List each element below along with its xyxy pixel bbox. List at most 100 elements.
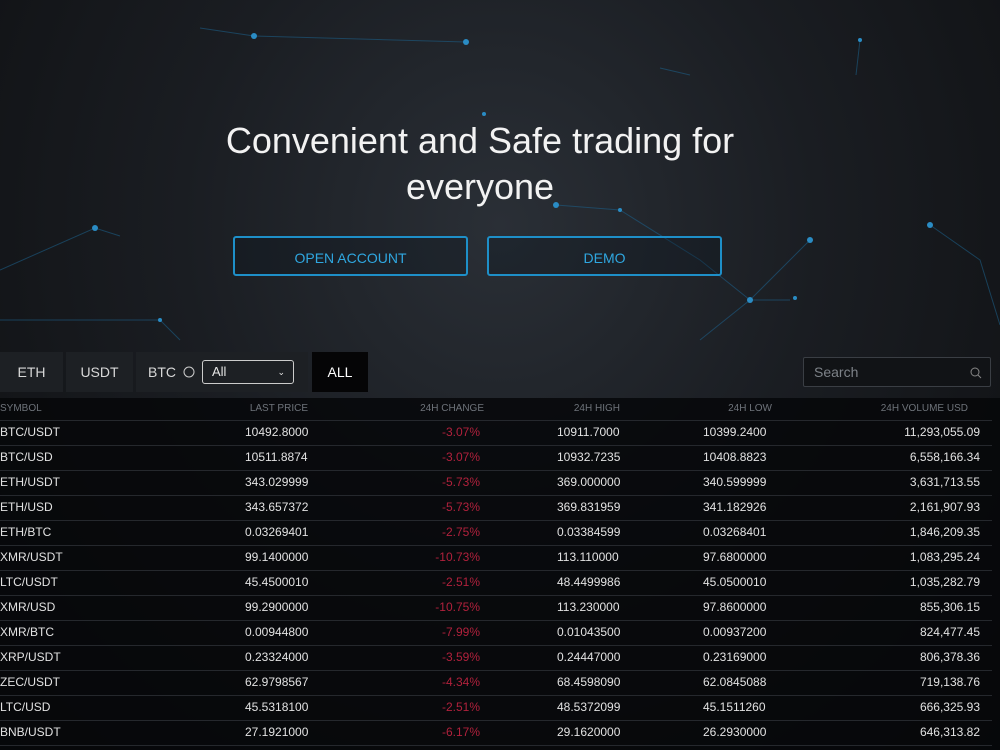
column-header[interactable]: LAST PRICE — [249, 403, 308, 414]
open-account-button[interactable]: OPEN ACCOUNT — [233, 236, 468, 276]
table-cell: 824,477.45 — [919, 625, 980, 639]
table-cell: 855,306.15 — [919, 600, 980, 614]
table-cell: 62.9798567 — [245, 675, 309, 689]
table-row[interactable]: ETH/USDT 343.029999 -5.73% 369.000000 340.59… — [0, 470, 992, 496]
table-cell: ZEC/USDT — [0, 675, 60, 689]
column-header[interactable]: 24H LOW — [728, 403, 772, 414]
table-cell: 99.2900000 — [245, 600, 309, 614]
table-row[interactable]: XMR/USDT 99.1400000 -10.73% 113.110000 97.68… — [0, 545, 992, 571]
table-cell: 0.23324000 — [245, 650, 309, 664]
table-cell: -3.07% — [441, 425, 480, 439]
table-cell: XMR/BTC — [0, 625, 54, 639]
table-cell: 0.03269401 — [245, 525, 309, 539]
table-row[interactable]: ETH/BTC 0.03269401 -2.75% 0.03384599 0.03268… — [0, 520, 992, 546]
table-cell: 113.110000 — [557, 550, 619, 564]
hero-title: Convenient and Safe trading for everyone — [225, 120, 735, 207]
table-cell: 340.599999 — [703, 475, 767, 489]
table-cell: 0.00944800 — [245, 625, 309, 639]
table-cell: 369.831959 — [557, 500, 621, 514]
table-cell: -2.75% — [441, 525, 480, 539]
table-row[interactable]: BTC/USD 10511.8874 -3.07% 10932.7235 10408.8… — [0, 445, 992, 471]
market-table: SYMBOL LAST PRICE 24H CHANGE 24H HIGH 24H LO… — [0, 398, 1000, 750]
table-row[interactable]: XMR/USD 99.2900000 -10.75% 113.230000 97.860… — [0, 595, 992, 621]
column-header[interactable]: SYMBOL — [0, 403, 42, 414]
table-cell: 48.5372099 — [557, 700, 621, 714]
search-input[interactable]: Search — [803, 357, 991, 387]
table-row[interactable]: LTC/USDT 45.4500010 -2.51% 48.4499986 45.050… — [0, 570, 992, 596]
table-cell: ETH/USD — [0, 500, 53, 514]
table-cell: -5.73% — [441, 500, 480, 514]
market-tab-container — [136, 352, 308, 392]
table-cell: 97.8600000 — [703, 600, 767, 614]
table-cell: 10911.7000 — [557, 425, 620, 439]
table-cell: 646,313.82 — [919, 725, 980, 739]
column-header[interactable]: 24H HIGH — [573, 403, 620, 414]
table-cell: 45.4500010 — [245, 575, 309, 589]
table-cell: -2.51% — [441, 700, 480, 714]
table-cell: LTC/USD — [0, 700, 51, 714]
table-row[interactable]: LTC/USD 45.5318100 -2.51% 48.5372099 45.1511… — [0, 695, 992, 721]
table-cell: -4.34% — [441, 675, 480, 689]
table-cell: 68.4598090 — [557, 675, 621, 689]
column-header[interactable]: 24H CHANGE — [420, 403, 484, 414]
table-row[interactable]: BTC/USDT 10492.8000 -3.07% 10911.7000 10399.… — [0, 420, 992, 446]
table-cell: -7.99% — [441, 625, 480, 639]
filter-select[interactable]: All ⌄ — [202, 360, 294, 384]
table-cell: 3,631,713.55 — [909, 475, 980, 489]
table-cell: -5.73% — [441, 475, 480, 489]
table-cell: 62.0845088 — [703, 675, 767, 689]
table-cell: 0.01043500 — [557, 625, 621, 639]
search-placeholder: Search — [814, 364, 859, 380]
table-header-row: SYMBOL LAST PRICE 24H CHANGE 24H HIGH 24H LO… — [0, 398, 992, 421]
column-header[interactable]: 24H VOLUME USD — [880, 403, 968, 414]
table-cell: 11,293,055.09 — [904, 425, 980, 439]
table-cell: LTC/USDT — [0, 575, 58, 589]
table-cell: 1,035,282.79 — [909, 575, 980, 589]
market-tab[interactable]: USDT — [66, 352, 133, 392]
table-cell: ETH/BTC — [0, 525, 52, 539]
table-row[interactable]: BNB/USDT 27.1921000 -6.17% 29.1620000 26.293… — [0, 720, 992, 746]
table-cell: 0.03268401 — [703, 525, 767, 539]
table-cell: -10.75% — [435, 600, 480, 614]
table-cell: -3.59% — [441, 650, 480, 664]
table-cell: -3.07% — [441, 450, 480, 464]
table-cell: 27.1921000 — [245, 725, 309, 739]
table-cell: 45.0500010 — [703, 575, 767, 589]
table-cell: 1,846,209.35 — [909, 525, 980, 539]
table-cell: BTC/USDT — [0, 425, 60, 439]
table-cell: 48.4499986 — [557, 575, 621, 589]
market-tab[interactable]: ETH — [0, 352, 63, 392]
table-cell: 0.23169000 — [703, 650, 767, 664]
table-cell: 10399.2400 — [703, 425, 767, 439]
table-cell: 719,138.76 — [919, 675, 980, 689]
table-cell: 10511.8874 — [245, 450, 308, 464]
table-cell: 10492.8000 — [245, 425, 309, 439]
table-row[interactable]: ZEC/USDT 62.9798567 -4.34% 68.4598090 62.084… — [0, 670, 992, 696]
table-cell: 10408.8823 — [703, 450, 767, 464]
search-icon — [970, 367, 982, 379]
table-cell: 97.6800000 — [703, 550, 767, 564]
table-cell: ETH/USDT — [0, 475, 60, 489]
market-tab-active[interactable]: ALL — [312, 352, 368, 392]
demo-button[interactable]: DEMO — [487, 236, 722, 276]
table-cell: 1,083,295.24 — [909, 550, 980, 564]
table-row[interactable]: ETH/USD 343.657372 -5.73% 369.831959 341.182… — [0, 495, 992, 521]
table-cell: 6,558,166.34 — [909, 450, 980, 464]
table-cell: XMR/USDT — [0, 550, 63, 564]
table-cell: -10.73% — [435, 550, 480, 564]
table-cell: 113.230000 — [557, 600, 620, 614]
table-cell: 26.2930000 — [703, 725, 767, 739]
table-cell: -2.51% — [441, 575, 480, 589]
table-cell: XRP/USDT — [0, 650, 61, 664]
table-cell: 45.1511260 — [703, 700, 766, 714]
table-cell: 99.1400000 — [245, 550, 309, 564]
market-tab[interactable]: BTC — [148, 364, 176, 380]
star-icon — [183, 366, 195, 378]
table-cell: -6.17% — [441, 725, 480, 739]
table-row[interactable]: XRP/USDT 0.23324000 -3.59% 0.24447000 0.2316… — [0, 645, 992, 671]
table-cell: 806,378.36 — [919, 650, 980, 664]
table-cell: 2,161,907.93 — [909, 500, 980, 514]
table-row[interactable]: XMR/BTC 0.00944800 -7.99% 0.01043500 0.00937… — [0, 620, 992, 646]
